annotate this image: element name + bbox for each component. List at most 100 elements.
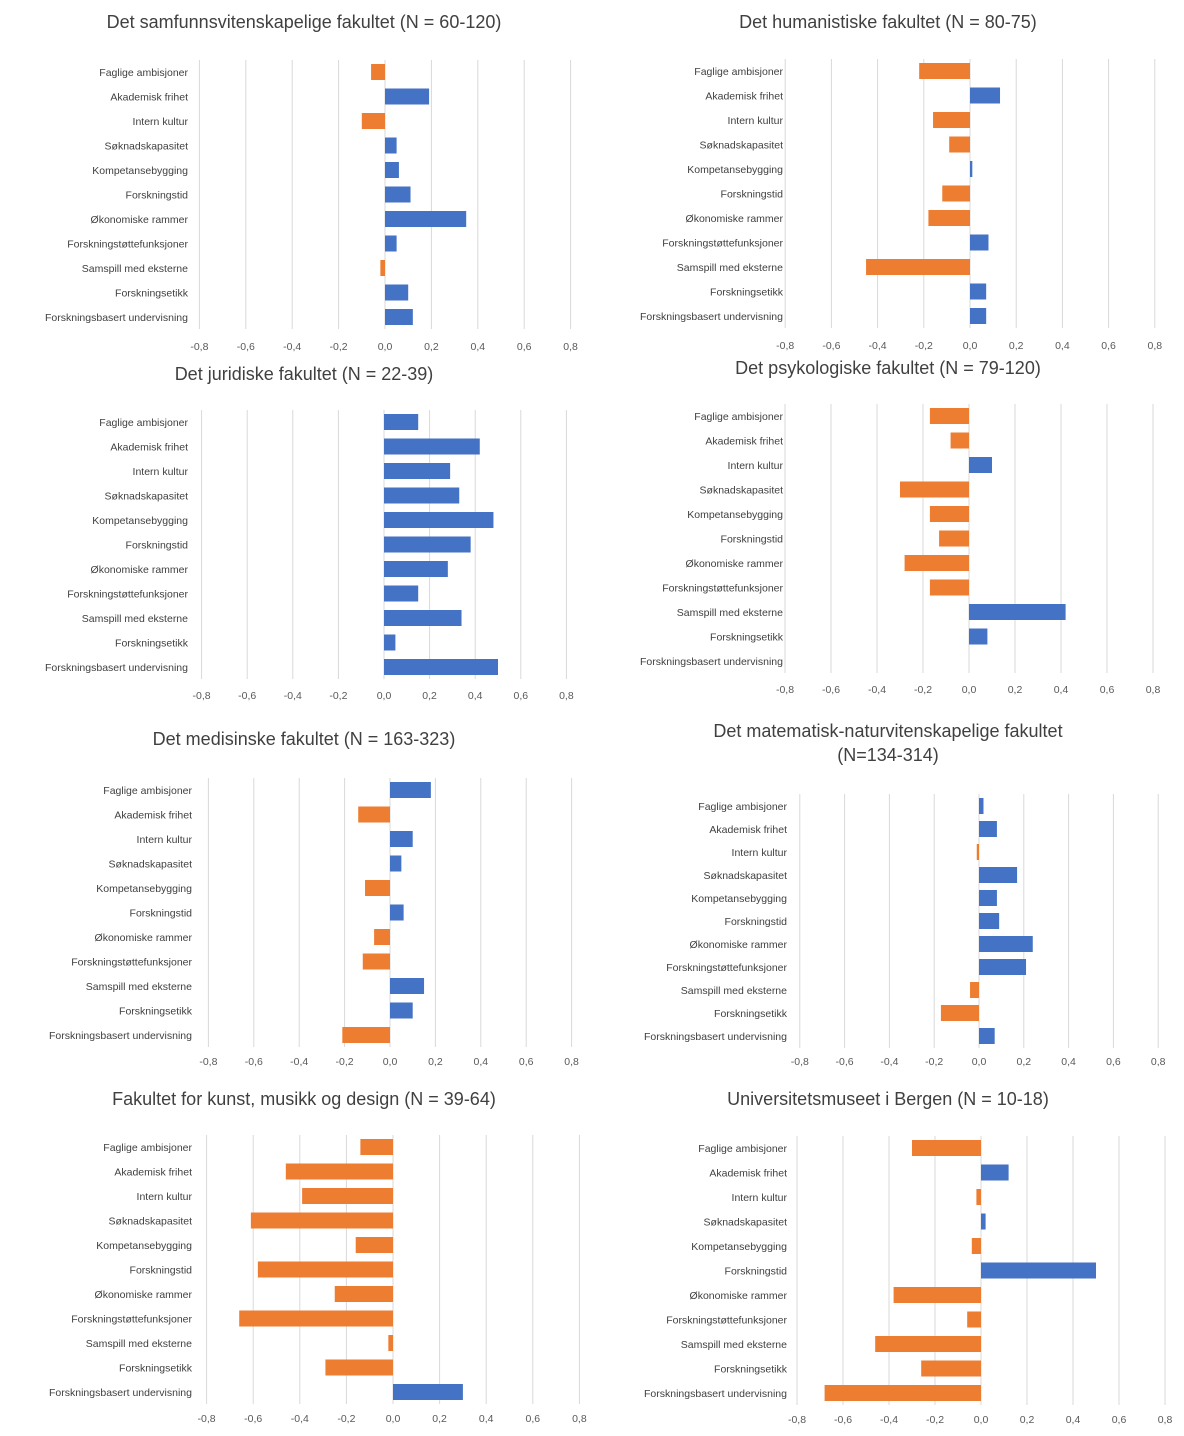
chart-panel-samfunnsvitenskapelige: Det samfunnsvitenskapelige fakultet (N =… xyxy=(0,0,592,360)
category-label: Forskningsetikk xyxy=(115,288,189,300)
x-tick-label: 0,0 xyxy=(386,1413,401,1425)
x-tick-label: 0,0 xyxy=(962,684,977,696)
bar xyxy=(970,308,987,324)
x-tick-label: 0,4 xyxy=(1055,340,1070,352)
bar xyxy=(393,1384,463,1400)
category-label: Søknadskapasitet xyxy=(700,140,784,152)
category-label: Økonomiske rammer xyxy=(690,939,788,951)
x-tick-label: 0,8 xyxy=(1158,1414,1173,1426)
chart-svg: Det matematisk-naturvitenskapelige fakul… xyxy=(644,721,1166,1068)
x-tick-label: 0,4 xyxy=(468,690,483,702)
category-label: Samspill med eksterne xyxy=(82,263,188,275)
chart-svg: Fakultet for kunst, musikk og design (N … xyxy=(49,1089,587,1425)
x-tick-label: 0,2 xyxy=(428,1056,443,1068)
category-label: Faglige ambisjoner xyxy=(694,66,783,78)
category-label: Akademisk frihet xyxy=(110,442,188,454)
category-label: Intern kultur xyxy=(732,1192,788,1204)
category-label: Søknadskapasitet xyxy=(700,485,784,497)
bar xyxy=(390,904,404,921)
bar xyxy=(979,936,1033,952)
chart-title: Det samfunnsvitenskapelige fakultet (N =… xyxy=(107,12,502,32)
category-label: Intern kultur xyxy=(133,116,189,128)
category-label: Økonomiske rammer xyxy=(686,213,784,225)
category-label: Kompetansebygging xyxy=(92,515,188,527)
bar xyxy=(919,63,970,79)
chart-panel-psykologiske: Det psykologiske fakultet (N = 79-120) -0… xyxy=(592,350,1184,703)
x-tick-label: 0,0 xyxy=(378,341,393,353)
x-tick-label: 0,0 xyxy=(974,1414,989,1426)
x-tick-label: 0,6 xyxy=(519,1056,534,1068)
bar xyxy=(361,113,385,129)
bar xyxy=(384,414,419,430)
chart-panel-kunst-musikk-design: Fakultet for kunst, musikk og design (N … xyxy=(0,1075,592,1432)
bar xyxy=(380,260,385,276)
x-tick-label: -0,4 xyxy=(290,1056,308,1068)
x-tick-label: 0,4 xyxy=(1066,1414,1081,1426)
bar xyxy=(981,1164,1009,1181)
category-label: Faglige ambisjoner xyxy=(694,411,783,423)
category-label: Intern kultur xyxy=(732,847,788,859)
x-tick-label: -0,2 xyxy=(330,341,348,353)
category-label: Intern kultur xyxy=(137,1191,193,1203)
x-tick-label: -0,6 xyxy=(822,684,840,696)
x-tick-label: -0,8 xyxy=(788,1414,806,1426)
chart-panel-matematisk-naturvitenskapelige: Det matematisk-naturvitenskapelige fakul… xyxy=(592,715,1184,1075)
bar xyxy=(979,890,997,906)
bar xyxy=(385,284,409,301)
bar xyxy=(866,259,970,275)
category-label: Søknadskapasitet xyxy=(704,1217,788,1229)
bar xyxy=(358,806,390,823)
bar xyxy=(940,1005,979,1021)
bar xyxy=(970,982,979,998)
category-label: Kompetansebygging xyxy=(687,164,783,176)
category-label: Faglige ambisjoner xyxy=(698,1143,787,1155)
bar xyxy=(969,457,992,473)
category-label: Akademisk frihet xyxy=(114,810,192,822)
category-label: Kompetansebygging xyxy=(96,1240,192,1252)
chart-title: Det psykologiske fakultet (N = 79-120) xyxy=(735,358,1041,378)
category-label: Økonomiske rammer xyxy=(686,558,784,570)
x-tick-label: 0,8 xyxy=(563,341,578,353)
x-tick-label: -0,2 xyxy=(925,1056,943,1068)
x-tick-label: 0,4 xyxy=(473,1056,488,1068)
category-label: Akademisk frihet xyxy=(709,824,787,836)
bar xyxy=(385,235,397,252)
bar xyxy=(969,628,988,645)
category-label: Faglige ambisjoner xyxy=(103,785,192,797)
x-tick-label: 0,6 xyxy=(1112,1414,1127,1426)
category-label: Akademisk frihet xyxy=(705,91,783,103)
bar xyxy=(325,1359,393,1376)
category-label: Kompetansebygging xyxy=(691,893,787,905)
bar xyxy=(239,1310,393,1327)
x-tick-label: 0,6 xyxy=(1100,684,1115,696)
x-tick-label: -0,4 xyxy=(283,341,301,353)
category-label: Faglige ambisjoner xyxy=(99,67,188,79)
x-tick-label: -0,2 xyxy=(915,340,933,352)
category-label: Forskningstid xyxy=(126,190,189,202)
x-tick-label: -0,2 xyxy=(337,1413,355,1425)
category-label: Forskningstøttefunksjoner xyxy=(662,238,783,250)
category-label: Økonomiske rammer xyxy=(690,1290,788,1302)
category-label: Intern kultur xyxy=(728,460,784,472)
x-tick-label: 0,2 xyxy=(1008,684,1023,696)
x-tick-label: 0,4 xyxy=(479,1413,494,1425)
category-label: Forskningstøttefunksjoner xyxy=(666,962,787,974)
x-tick-label: 0,4 xyxy=(470,341,485,353)
category-label: Forskningstøttefunksjoner xyxy=(67,239,188,251)
x-tick-label: -0,8 xyxy=(199,1056,217,1068)
x-tick-label: 0,2 xyxy=(1016,1056,1031,1068)
category-label: Forskningsbasert undervisning xyxy=(644,1031,787,1043)
category-label: Forskningsbasert undervisning xyxy=(49,1387,192,1399)
x-tick-label: -0,8 xyxy=(190,341,208,353)
category-label: Forskningsetikk xyxy=(119,1006,193,1018)
category-label: Samspill med eksterne xyxy=(681,1339,787,1351)
x-tick-label: -0,4 xyxy=(880,1056,898,1068)
bar xyxy=(979,798,984,814)
chart-title: Det matematisk-naturvitenskapelige fakul… xyxy=(713,721,1062,741)
category-label: Forskningstid xyxy=(725,916,788,928)
chart-panel-universitetsmuseet: Universitetsmuseet i Bergen (N = 10-18) -… xyxy=(592,1075,1184,1433)
bar xyxy=(384,585,419,602)
bar xyxy=(385,186,411,203)
x-tick-label: 0,0 xyxy=(972,1056,987,1068)
category-label: Forskningstøttefunksjoner xyxy=(67,589,188,601)
